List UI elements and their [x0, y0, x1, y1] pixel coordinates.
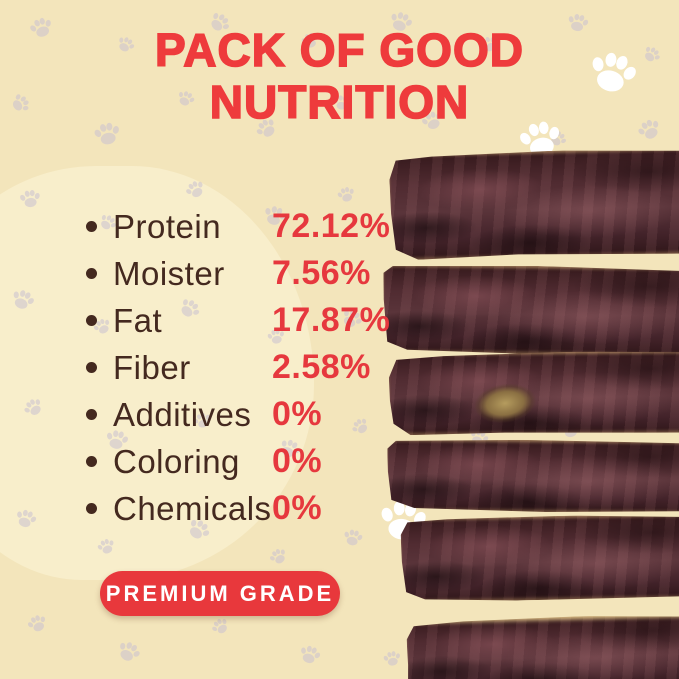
nutrient-value: 72.12% — [272, 207, 391, 245]
nutrition-row: Chemicals 0% — [86, 485, 390, 532]
headline-line-1: PACK OF GOOD — [154, 23, 524, 77]
bullet-icon — [86, 456, 97, 467]
nutrient-label: Coloring — [113, 442, 240, 480]
nutrient-value: 0% — [272, 489, 323, 527]
nutrient-label: Moister — [113, 254, 225, 292]
nutrient-label: Fiber — [113, 348, 191, 386]
nutrition-row: Fiber 2.58% — [86, 344, 390, 391]
nutrition-row: Moister 7.56% — [86, 250, 390, 297]
nutrient-label: Additives — [113, 395, 252, 433]
nutrition-row: Coloring 0% — [86, 438, 390, 485]
nutrient-label: Chemicals — [113, 489, 272, 527]
light-background-blob — [0, 166, 314, 580]
jerky-strip — [389, 148, 679, 261]
jerky-strip — [400, 514, 679, 603]
bullet-icon — [86, 268, 97, 279]
nutrition-row: Additives 0% — [86, 391, 390, 438]
nutrition-row: Fat 17.87% — [86, 297, 390, 344]
jerky-strip — [382, 264, 679, 356]
nutrient-value: 7.56% — [272, 254, 371, 292]
premium-grade-label: PREMIUM GRADE — [105, 580, 335, 606]
nutrient-value: 2.58% — [272, 348, 371, 386]
bullet-icon — [86, 362, 97, 373]
jerky-strip — [389, 351, 679, 436]
bullet-icon — [86, 503, 97, 514]
nutrition-row: Protein 72.12% — [86, 203, 390, 250]
nutrient-value: 0% — [272, 442, 323, 480]
premium-grade-badge: PREMIUM GRADE — [100, 571, 340, 616]
nutrient-label: Fat — [113, 301, 163, 339]
jerky-strip — [406, 614, 679, 679]
headline: PACK OF GOOD NUTRITION — [0, 23, 679, 129]
nutrition-list: Protein 72.12% Moister 7.56% Fat 17.87% … — [86, 203, 390, 532]
bullet-icon — [86, 315, 97, 326]
jerky-strip — [387, 439, 679, 514]
nutrient-value: 0% — [272, 395, 323, 433]
bullet-icon — [86, 409, 97, 420]
nutrient-value: 17.87% — [272, 301, 391, 339]
nutrient-label: Protein — [113, 207, 222, 245]
bullet-icon — [86, 221, 97, 232]
headline-line-2: NUTRITION — [209, 75, 470, 129]
